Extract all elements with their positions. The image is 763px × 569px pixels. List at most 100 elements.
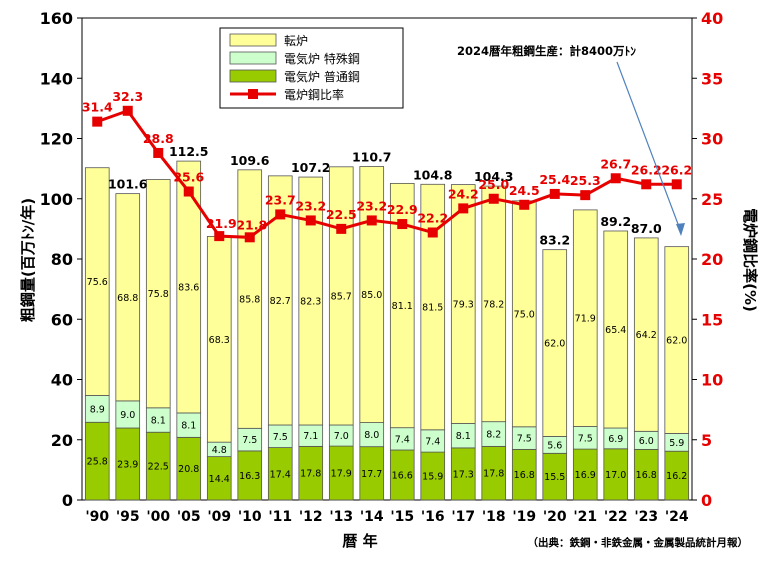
bar-label-normal-14: 16.8 xyxy=(514,470,535,481)
xtick-16: '21 xyxy=(573,509,597,525)
xtick-8: '13 xyxy=(329,509,353,525)
bar-label-converter-16: 71.9 xyxy=(575,314,596,325)
ytick-right-8: 40 xyxy=(701,9,723,28)
bar-label-normal-4: 14.4 xyxy=(209,474,230,485)
bar-label-converter-4: 68.3 xyxy=(209,335,230,346)
ratio-point-14 xyxy=(519,199,530,210)
bar-converter-6 xyxy=(267,175,293,426)
ratio-point-4 xyxy=(214,231,225,242)
bar-converter-10 xyxy=(389,182,415,429)
legend-label-3: 電炉鋼比率 xyxy=(284,87,344,102)
ytick-right-7: 35 xyxy=(701,69,723,88)
legend-line-marker xyxy=(248,89,258,99)
bar-label-normal-11: 15.9 xyxy=(422,472,443,483)
bar-label-special-13: 8.2 xyxy=(486,430,501,441)
total-label-9: 110.7 xyxy=(352,150,392,165)
bar-label-converter-12: 79.3 xyxy=(453,300,474,311)
ytick-right-0: 0 xyxy=(701,491,712,510)
ratio-label-1: 32.3 xyxy=(112,89,143,104)
ratio-point-3 xyxy=(183,186,194,197)
ytick-right-2: 10 xyxy=(701,371,723,390)
total-label-3: 112.5 xyxy=(169,144,209,159)
bar-label-special-19: 5.9 xyxy=(669,438,684,449)
ratio-point-16 xyxy=(580,190,591,201)
ratio-point-15 xyxy=(549,188,560,199)
legend-label-0: 転炉 xyxy=(284,34,308,48)
ratio-point-12 xyxy=(458,203,469,214)
bar-label-special-2: 8.1 xyxy=(151,416,166,427)
ytick-right-6: 30 xyxy=(701,130,723,149)
total-label-1: 101.6 xyxy=(108,177,148,192)
bar-label-special-11: 7.4 xyxy=(425,436,440,447)
ratio-point-8 xyxy=(336,223,347,234)
bar-label-normal-19: 16.2 xyxy=(666,471,687,482)
ratio-label-18: 26.2 xyxy=(631,162,662,177)
bar-converter-2 xyxy=(145,179,171,409)
bar-label-special-9: 8.0 xyxy=(364,430,379,441)
ratio-label-7: 23.2 xyxy=(295,198,326,213)
bar-label-special-14: 7.5 xyxy=(517,434,532,445)
ratio-point-18 xyxy=(641,179,652,190)
xtick-18: '23 xyxy=(634,509,658,525)
bar-label-converter-8: 85.7 xyxy=(331,291,352,302)
xtick-17: '22 xyxy=(604,509,628,525)
legend-swatch-1 xyxy=(229,51,277,65)
ratio-point-19 xyxy=(671,179,682,190)
bar-label-normal-15: 15.5 xyxy=(544,472,565,483)
bar-label-converter-11: 81.5 xyxy=(422,303,443,314)
bar-label-special-8: 7.0 xyxy=(334,431,349,442)
ratio-label-19: 26.2 xyxy=(661,162,692,177)
ytick-right-5: 25 xyxy=(701,190,723,209)
ytick-left-3: 60 xyxy=(51,310,73,329)
ratio-point-6 xyxy=(275,209,286,220)
xtick-12: '17 xyxy=(451,509,475,525)
bar-label-normal-10: 16.6 xyxy=(392,470,413,481)
bar-converter-3 xyxy=(176,160,202,414)
xtick-11: '16 xyxy=(421,509,445,525)
ratio-label-5: 21.8 xyxy=(236,217,267,232)
ratio-point-10 xyxy=(397,219,408,230)
ratio-label-8: 22.5 xyxy=(326,207,357,222)
xlabel: 暦 年 xyxy=(342,532,377,550)
bar-converter-8 xyxy=(328,166,354,426)
bar-label-special-1: 9.0 xyxy=(120,410,135,421)
xtick-9: '14 xyxy=(360,509,384,525)
ytick-left-6: 120 xyxy=(40,130,73,149)
bar-label-normal-9: 17.7 xyxy=(361,469,382,480)
ratio-label-3: 25.6 xyxy=(173,170,204,185)
bar-label-special-17: 6.9 xyxy=(608,434,623,445)
bar-label-special-18: 6.0 xyxy=(639,436,654,447)
bar-converter-13 xyxy=(481,185,507,423)
bar-label-special-5: 7.5 xyxy=(242,435,257,446)
bar-converter-9 xyxy=(359,166,385,423)
ratio-label-15: 25.4 xyxy=(539,172,570,187)
xtick-0: '90 xyxy=(85,509,109,525)
ratio-label-4: 21.9 xyxy=(206,216,237,231)
ratio-label-2: 28.8 xyxy=(143,131,174,146)
ytick-left-2: 40 xyxy=(51,371,73,390)
ratio-point-13 xyxy=(488,193,499,204)
ylabel-right: 電炉鋼比率(%) xyxy=(741,208,759,312)
ratio-point-1 xyxy=(122,105,133,116)
bar-label-special-7: 7.1 xyxy=(303,431,318,442)
bar-label-converter-17: 65.4 xyxy=(605,325,626,336)
xtick-10: '15 xyxy=(390,509,414,525)
xtick-5: '10 xyxy=(238,509,262,525)
bar-converter-1 xyxy=(115,193,141,402)
ratio-point-17 xyxy=(610,173,621,184)
bar-label-normal-2: 22.5 xyxy=(148,462,169,473)
ytick-left-1: 20 xyxy=(51,431,73,450)
ytick-left-8: 160 xyxy=(40,9,73,28)
bar-label-converter-14: 75.0 xyxy=(514,309,535,320)
bar-label-normal-8: 17.9 xyxy=(331,469,352,480)
legend-swatch-0 xyxy=(229,33,277,47)
xtick-1: '95 xyxy=(116,509,140,525)
xtick-14: '19 xyxy=(512,509,536,525)
ytick-left-5: 100 xyxy=(40,190,73,209)
ylabel-left: 粗鋼量(百万ﾄﾝ/年) xyxy=(19,198,37,322)
ratio-point-9 xyxy=(366,215,377,226)
bar-label-normal-12: 17.3 xyxy=(453,469,474,480)
bar-converter-16 xyxy=(572,209,598,427)
ytick-right-3: 15 xyxy=(701,310,723,329)
bar-label-converter-6: 82.7 xyxy=(270,296,291,307)
